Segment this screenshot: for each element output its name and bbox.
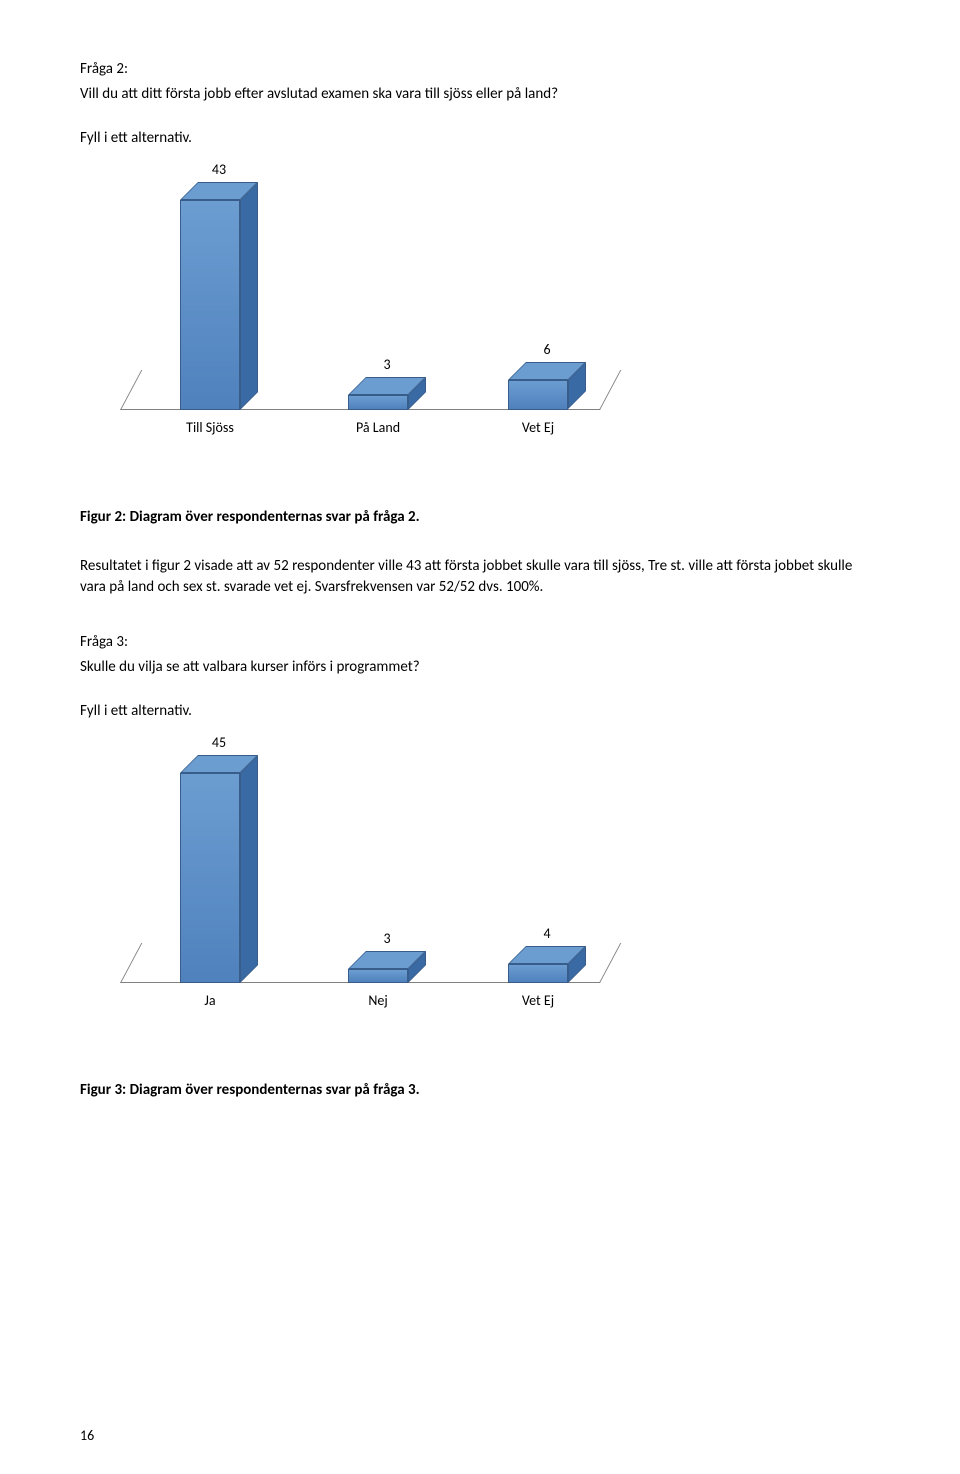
chart-bar bbox=[508, 946, 574, 983]
page-number: 16 bbox=[80, 1427, 94, 1444]
q2-chart: 43Till Sjöss3På Land6Vet Ej bbox=[110, 178, 620, 468]
chart-value-label: 3 bbox=[347, 930, 427, 947]
chart-bar bbox=[180, 182, 246, 410]
q3-heading: Fråga 3: bbox=[80, 633, 880, 651]
chart-bar bbox=[348, 951, 414, 983]
chart-value-label: 4 bbox=[507, 925, 587, 942]
chart-category-label: Ja bbox=[150, 992, 270, 1009]
chart-value-label: 6 bbox=[507, 341, 587, 358]
q3-question: Skulle du vilja se att valbara kurser in… bbox=[80, 657, 880, 679]
q3-instruction: Fyll i ett alternativ. bbox=[80, 701, 880, 723]
chart-category-label: Till Sjöss bbox=[150, 419, 270, 436]
chart-bar bbox=[348, 377, 414, 410]
chart-value-label: 45 bbox=[179, 734, 259, 751]
q2-result: Resultatet i figur 2 visade att av 52 re… bbox=[80, 556, 880, 600]
chart-category-label: Vet Ej bbox=[478, 419, 598, 436]
chart-category-label: På Land bbox=[318, 419, 438, 436]
chart-category-label: Vet Ej bbox=[478, 992, 598, 1009]
q2-question: Vill du att ditt första jobb efter avslu… bbox=[80, 84, 880, 106]
chart-value-label: 3 bbox=[347, 356, 427, 373]
q2-instruction: Fyll i ett alternativ. bbox=[80, 128, 880, 150]
chart-bar bbox=[508, 362, 574, 409]
chart-bar bbox=[180, 755, 246, 983]
q2-chart-wrap: 43Till Sjöss3På Land6Vet Ej bbox=[80, 172, 880, 496]
q3-chart-wrap: 45Ja3Nej4Vet Ej bbox=[80, 745, 880, 1069]
q2-heading: Fråga 2: bbox=[80, 60, 880, 78]
chart-category-label: Nej bbox=[318, 992, 438, 1009]
q3-chart: 45Ja3Nej4Vet Ej bbox=[110, 751, 620, 1041]
q2-caption: Figur 2: Diagram över respondenternas sv… bbox=[80, 508, 880, 526]
q3-caption: Figur 3: Diagram över respondenternas sv… bbox=[80, 1081, 880, 1099]
chart-value-label: 43 bbox=[179, 161, 259, 178]
